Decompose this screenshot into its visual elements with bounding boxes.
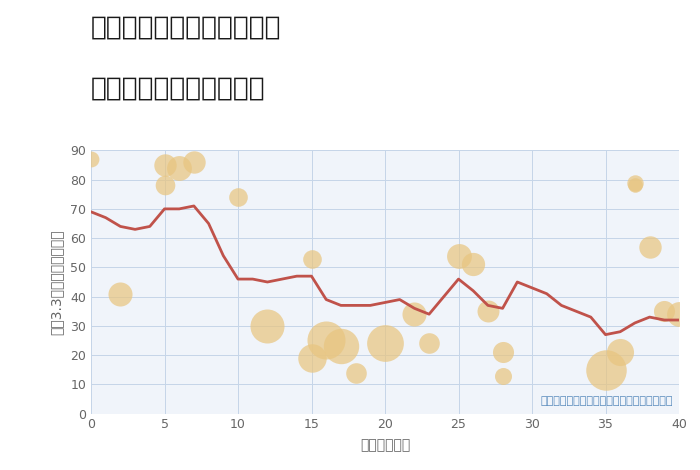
Point (306, 255, 317, 262)
Point (629, 179, 641, 186)
Point (600, 366, 611, 374)
Point (615, 348, 626, 356)
Point (659, 307, 670, 315)
Point (159, 182, 170, 189)
Point (379, 340, 391, 347)
Point (188, 158, 199, 166)
Point (174, 164, 185, 172)
Y-axis label: 坪（3.3㎡）単価（万円）: 坪（3.3㎡）単価（万円） (49, 229, 63, 335)
Point (424, 340, 435, 347)
Point (644, 243, 655, 251)
Point (262, 322, 273, 329)
Point (306, 354, 317, 362)
Point (409, 310, 420, 318)
Point (321, 337, 332, 344)
Point (497, 348, 508, 356)
Point (482, 307, 493, 315)
Point (232, 194, 244, 201)
Text: 千葉県鴨川市江見太夫崎の: 千葉県鴨川市江見太夫崎の (91, 14, 281, 40)
Text: 築年数別中古戸建て価格: 築年数別中古戸建て価格 (91, 75, 265, 101)
Point (335, 343, 346, 350)
Text: 円の大きさは、取引のあった物件面積を示す: 円の大きさは、取引のあった物件面積を示す (540, 396, 673, 406)
Point (350, 369, 361, 376)
Point (453, 252, 464, 259)
Point (159, 161, 170, 169)
Point (115, 290, 126, 298)
Point (629, 182, 641, 189)
Point (497, 372, 508, 379)
Point (85, 156, 97, 163)
X-axis label: 築年数（年）: 築年数（年） (360, 439, 410, 453)
Point (673, 310, 685, 318)
Point (468, 261, 479, 268)
